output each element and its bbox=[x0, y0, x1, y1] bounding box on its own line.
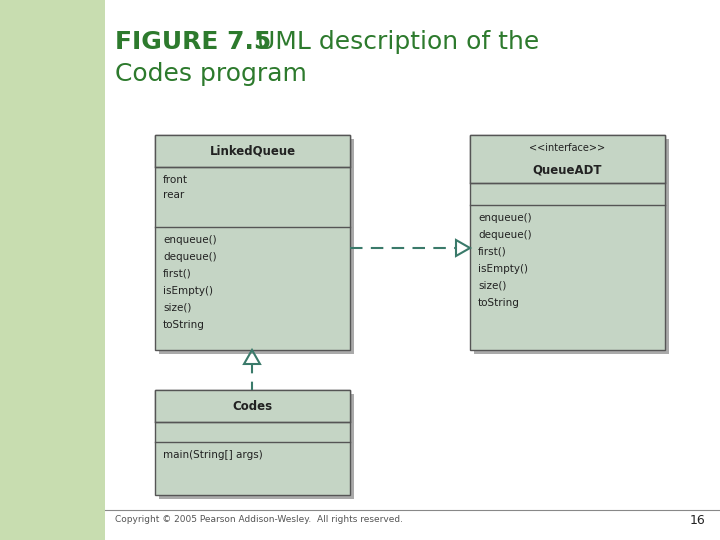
Bar bbox=[155, 135, 350, 350]
Text: size(): size() bbox=[163, 303, 192, 313]
Text: UML description of the: UML description of the bbox=[241, 30, 539, 54]
Text: dequeue(): dequeue() bbox=[163, 252, 217, 262]
Bar bbox=[155, 390, 350, 495]
Text: <<interface>>: <<interface>> bbox=[529, 144, 606, 153]
Text: enqueue(): enqueue() bbox=[478, 213, 531, 223]
Text: Copyright © 2005 Pearson Addison-Wesley.  All rights reserved.: Copyright © 2005 Pearson Addison-Wesley.… bbox=[115, 516, 403, 524]
Text: rear: rear bbox=[163, 190, 184, 200]
Text: 16: 16 bbox=[689, 514, 705, 526]
Text: toString: toString bbox=[163, 320, 205, 330]
Bar bbox=[155, 390, 350, 422]
Text: main(String[] args): main(String[] args) bbox=[163, 450, 263, 460]
Bar bbox=[474, 139, 669, 354]
Text: toString: toString bbox=[478, 298, 520, 308]
Text: first(): first() bbox=[163, 269, 192, 279]
Text: Codes program: Codes program bbox=[115, 62, 307, 86]
Text: FIGURE 7.5: FIGURE 7.5 bbox=[115, 30, 271, 54]
Bar bbox=[470, 135, 665, 350]
Bar bbox=[159, 394, 354, 499]
Text: QueueADT: QueueADT bbox=[533, 163, 602, 176]
Bar bbox=[0, 0, 105, 540]
Text: LinkedQueue: LinkedQueue bbox=[210, 145, 296, 158]
Text: first(): first() bbox=[478, 247, 507, 257]
Bar bbox=[470, 135, 665, 183]
Text: isEmpty(): isEmpty() bbox=[163, 286, 213, 296]
Text: front: front bbox=[163, 175, 188, 185]
Text: Codes: Codes bbox=[233, 400, 273, 413]
Bar bbox=[155, 135, 350, 167]
Text: isEmpty(): isEmpty() bbox=[478, 264, 528, 274]
Text: dequeue(): dequeue() bbox=[478, 230, 531, 240]
Text: size(): size() bbox=[478, 281, 506, 291]
Text: enqueue(): enqueue() bbox=[163, 235, 217, 245]
Bar bbox=[159, 139, 354, 354]
